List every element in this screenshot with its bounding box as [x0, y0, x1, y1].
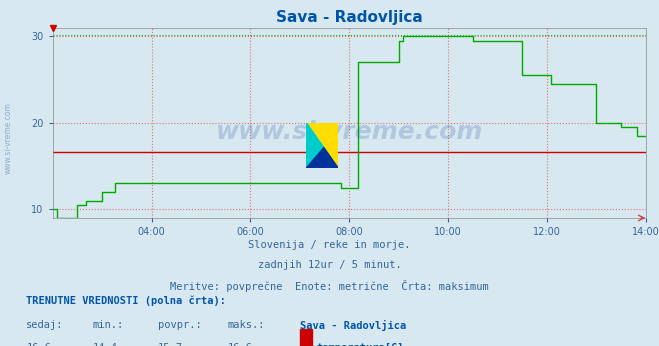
Polygon shape: [306, 147, 338, 168]
Text: Slovenija / reke in morje.: Slovenija / reke in morje.: [248, 240, 411, 251]
Polygon shape: [306, 123, 338, 168]
Text: sedaj:: sedaj:: [26, 320, 64, 330]
Text: temperatura[C]: temperatura[C]: [317, 343, 405, 346]
Text: 16,6: 16,6: [227, 343, 252, 346]
Text: min.:: min.:: [92, 320, 123, 330]
Text: 16,6: 16,6: [26, 343, 51, 346]
Text: Meritve: povprečne  Enote: metrične  Črta: maksimum: Meritve: povprečne Enote: metrične Črta:…: [170, 280, 489, 292]
Text: maks.:: maks.:: [227, 320, 265, 330]
Text: 15,7: 15,7: [158, 343, 183, 346]
Polygon shape: [306, 123, 324, 168]
Text: TRENUTNE VREDNOSTI (polna črta):: TRENUTNE VREDNOSTI (polna črta):: [26, 296, 226, 306]
Title: Sava - Radovljica: Sava - Radovljica: [276, 10, 422, 25]
Text: Sava - Radovljica: Sava - Radovljica: [300, 320, 406, 331]
Text: www.si-vreme.com: www.si-vreme.com: [215, 120, 483, 144]
Text: zadnjih 12ur / 5 minut.: zadnjih 12ur / 5 minut.: [258, 260, 401, 270]
Text: www.si-vreme.com: www.si-vreme.com: [3, 102, 13, 174]
Text: povpr.:: povpr.:: [158, 320, 202, 330]
Text: 14,4: 14,4: [92, 343, 117, 346]
